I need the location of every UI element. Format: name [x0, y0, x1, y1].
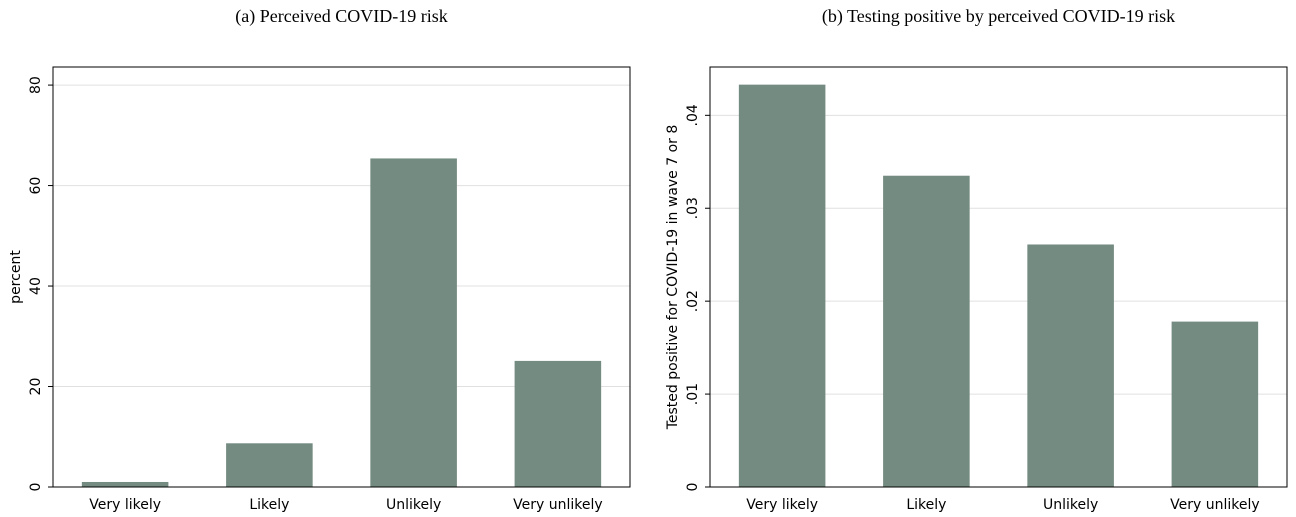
bar — [226, 443, 313, 487]
y-tick-label: 40 — [28, 277, 44, 295]
x-tick-label: Very likely — [746, 497, 818, 513]
y-tick-label: 0 — [685, 483, 701, 492]
bar — [514, 360, 602, 487]
x-tick-label: Very likely — [89, 497, 161, 513]
y-tick-label: 20 — [28, 378, 44, 396]
bar — [883, 175, 970, 488]
y-tick-label: 0 — [28, 483, 44, 492]
y-axis-label: percent — [8, 250, 24, 304]
y-tick-label: .03 — [685, 197, 701, 219]
y-tick-label: .01 — [685, 383, 701, 405]
plot-frame — [709, 66, 1288, 488]
plot-frame — [52, 66, 631, 488]
x-tick-label: Very unlikely — [1170, 497, 1260, 513]
y-tick-label: 60 — [28, 177, 44, 195]
y-axis-label: Tested positive for COVID-19 in wave 7 o… — [665, 125, 681, 431]
x-tick-label: Unlikely — [386, 497, 441, 513]
x-tick-label: Likely — [249, 497, 289, 513]
y-tick-label: .04 — [685, 104, 701, 126]
bar — [738, 84, 826, 487]
y-tick-label: 80 — [28, 76, 44, 94]
x-tick-label: Unlikely — [1043, 497, 1098, 513]
bar — [370, 158, 457, 487]
chart-title: (a) Perceived COVID-19 risk — [235, 6, 447, 27]
x-tick-label: Likely — [906, 497, 946, 513]
bar — [1171, 321, 1259, 487]
x-tick-label: Very unlikely — [513, 497, 603, 513]
y-tick-label: .02 — [685, 290, 701, 312]
chart-title: (b) Testing positive by perceived COVID-… — [822, 6, 1175, 27]
bar — [81, 481, 169, 487]
bar — [1027, 244, 1114, 487]
